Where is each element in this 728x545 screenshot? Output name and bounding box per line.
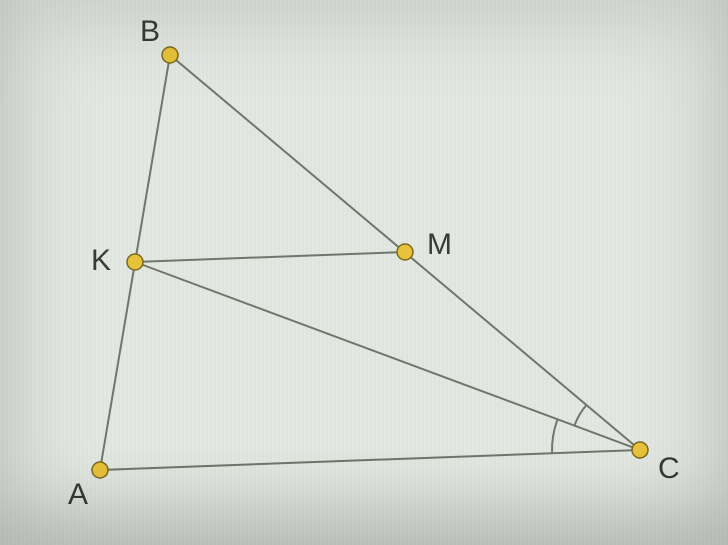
label-B: B bbox=[140, 15, 160, 48]
points bbox=[92, 47, 648, 478]
point-A bbox=[92, 462, 108, 478]
label-C: C bbox=[658, 452, 680, 485]
label-A: A bbox=[68, 478, 88, 511]
angle-arc-1 bbox=[574, 405, 586, 426]
geometry-diagram: A B C K M bbox=[0, 0, 728, 545]
edge-K-C bbox=[135, 262, 640, 450]
edge-A-C bbox=[100, 450, 640, 470]
point-M bbox=[397, 244, 413, 260]
label-K: K bbox=[91, 244, 111, 277]
point-K bbox=[127, 254, 143, 270]
label-M: M bbox=[427, 228, 452, 261]
labels: A B C K M bbox=[68, 15, 680, 511]
edges bbox=[100, 55, 640, 470]
edge-K-M bbox=[135, 252, 405, 262]
point-B bbox=[162, 47, 178, 63]
angle-arc-0 bbox=[552, 419, 558, 453]
point-C bbox=[632, 442, 648, 458]
